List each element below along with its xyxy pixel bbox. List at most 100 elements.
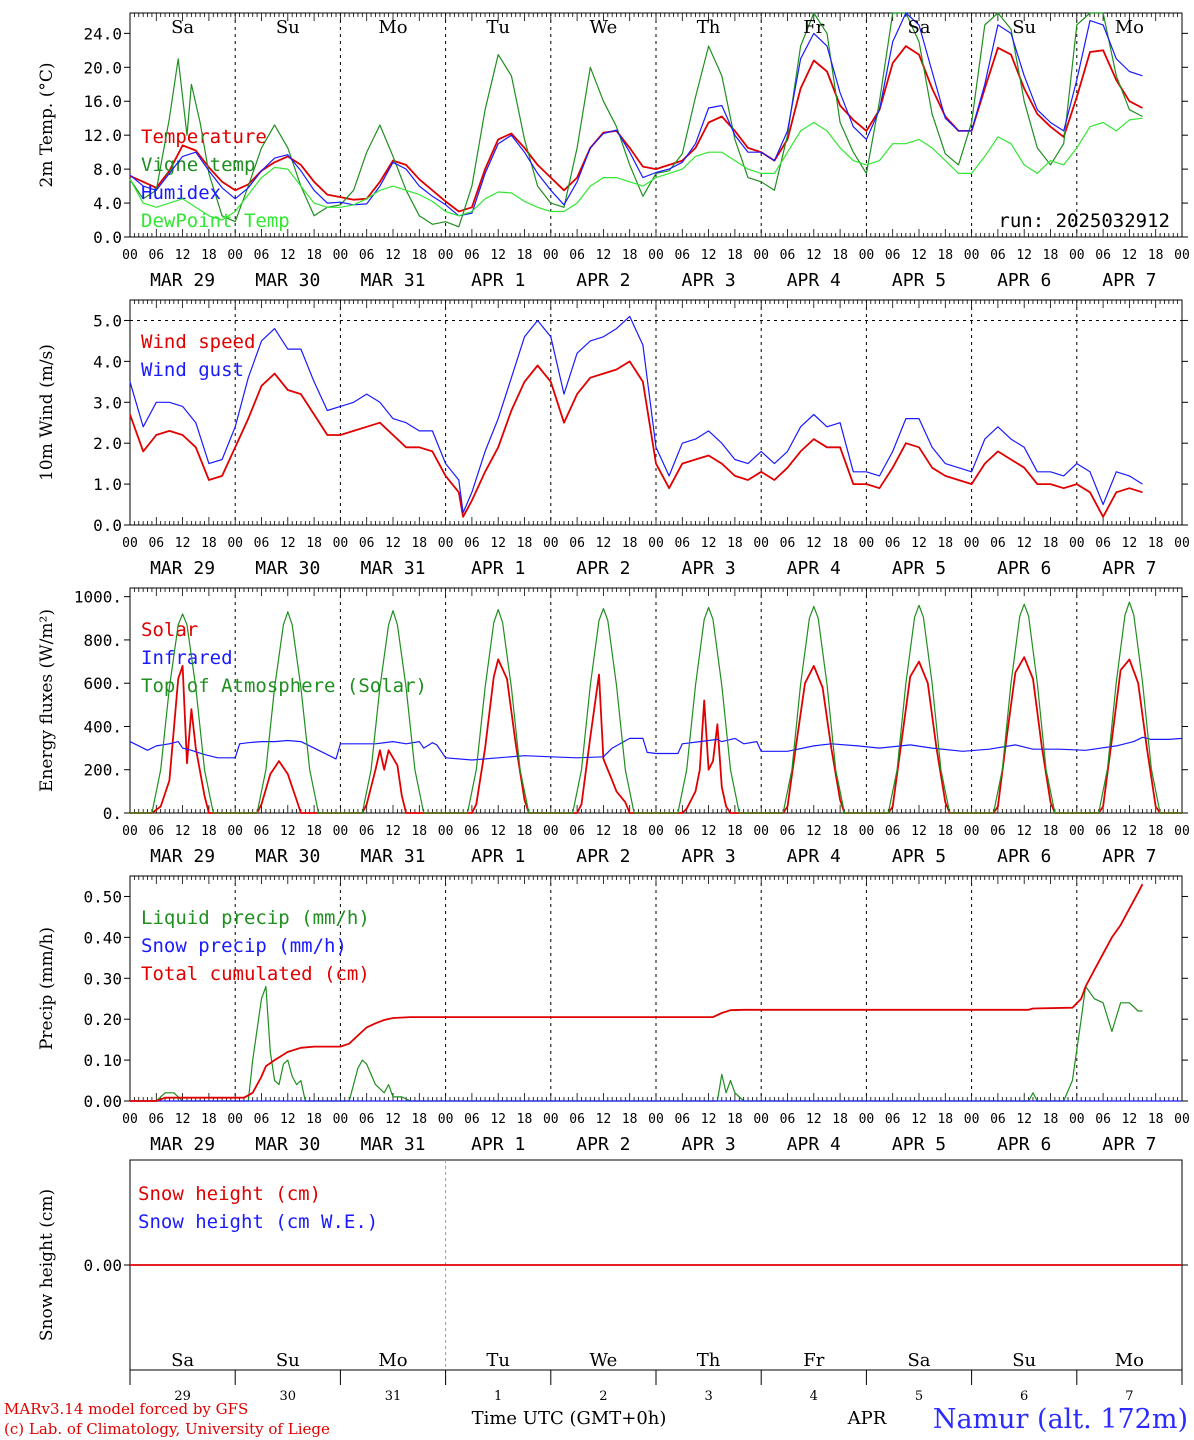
- day-label: Fr: [803, 1350, 824, 1371]
- hour-label: 00: [333, 1112, 349, 1127]
- date-label: APR 6: [997, 846, 1051, 867]
- legend-precip-1: Snow precip (mm/h): [141, 935, 347, 957]
- hour-label: 12: [1016, 1112, 1032, 1127]
- day-label: Su: [276, 1350, 300, 1371]
- hour-label: 00: [1174, 824, 1190, 839]
- hour-label: 00: [438, 824, 454, 839]
- y-tick-label: 1000.: [74, 588, 122, 607]
- hour-label: 18: [832, 536, 848, 551]
- y-tick-label: 5.0: [93, 311, 122, 330]
- series-energy-2: [130, 601, 1182, 814]
- series-wind-0: [129, 360, 1143, 518]
- day-number: 5: [915, 1389, 923, 1404]
- hour-label: 12: [596, 1112, 612, 1127]
- hour-label: 18: [727, 824, 743, 839]
- hour-label: 18: [622, 248, 638, 263]
- date-label: MAR 30: [255, 558, 320, 579]
- hour-label: 18: [937, 1112, 953, 1127]
- hour-label: 06: [148, 536, 164, 551]
- date-label: MAR 30: [255, 270, 320, 291]
- y-axis-label: 2m Temp. (°C): [37, 62, 57, 187]
- date-label: APR 7: [1102, 558, 1156, 579]
- hour-label: 12: [911, 248, 927, 263]
- hour-label: 00: [122, 824, 138, 839]
- date-label: APR 4: [787, 270, 841, 291]
- day-number: 1: [494, 1389, 502, 1404]
- date-label: APR 4: [787, 558, 841, 579]
- day-label: Tu: [486, 17, 510, 38]
- day-label: Mo: [1115, 1350, 1144, 1371]
- hour-label: 18: [411, 536, 427, 551]
- date-label: MAR 31: [360, 270, 425, 291]
- hour-label: 00: [227, 824, 243, 839]
- hour-label: 00: [333, 248, 349, 263]
- legend-energy-2: Top of Atmosphere (Solar): [141, 675, 427, 697]
- hour-label: 18: [832, 1112, 848, 1127]
- hour-label: 12: [1016, 248, 1032, 263]
- hour-label: 12: [385, 1112, 401, 1127]
- hour-label: 18: [937, 536, 953, 551]
- hour-label: 06: [359, 536, 375, 551]
- hour-label: 12: [385, 824, 401, 839]
- day-label: We: [590, 17, 618, 38]
- hour-label: 18: [201, 248, 217, 263]
- y-tick-label: 0.00: [83, 1256, 122, 1275]
- hour-label: 00: [1174, 248, 1190, 263]
- date-label: APR 3: [682, 846, 736, 867]
- y-axis-label: Precip (mm/h): [37, 927, 57, 1050]
- credit-line-2: (c) Lab. of Climatology, University of L…: [4, 1420, 330, 1438]
- hour-label: 18: [411, 1112, 427, 1127]
- legend-temp-3: DewPoint Temp: [141, 210, 290, 232]
- legend-temp-1: Vigne temp: [141, 154, 255, 176]
- hour-label: 00: [438, 248, 454, 263]
- date-label: APR 1: [471, 270, 525, 291]
- hour-label: 12: [280, 824, 296, 839]
- hour-label: 18: [622, 1112, 638, 1127]
- day-label: Fr: [803, 17, 824, 38]
- legend-temp-0: Temperature: [141, 126, 267, 148]
- date-label: APR 5: [892, 558, 946, 579]
- hour-label: 18: [411, 248, 427, 263]
- legend-wind-0: Wind speed: [141, 331, 255, 353]
- y-tick-label: 0.0: [93, 516, 122, 535]
- hour-label: 12: [1122, 536, 1138, 551]
- date-label: APR 7: [1102, 1134, 1156, 1155]
- hour-label: 18: [727, 1112, 743, 1127]
- day-label: Mo: [378, 17, 407, 38]
- hour-label: 00: [438, 536, 454, 551]
- hour-label: 06: [885, 536, 901, 551]
- day-label: Sa: [171, 17, 194, 38]
- series-energy-0: [130, 656, 1182, 814]
- date-label: APR 7: [1102, 846, 1156, 867]
- hour-label: 12: [175, 536, 191, 551]
- hour-label: 12: [1122, 1112, 1138, 1127]
- hour-label: 06: [990, 536, 1006, 551]
- hour-label: 18: [1043, 536, 1059, 551]
- hour-label: 18: [1043, 824, 1059, 839]
- hour-label: 06: [148, 248, 164, 263]
- series-precip-2: [130, 883, 1144, 1102]
- hour-label: 06: [990, 824, 1006, 839]
- hour-label: 12: [806, 536, 822, 551]
- day-label: Sa: [907, 17, 930, 38]
- hour-label: 00: [964, 536, 980, 551]
- day-number: 4: [810, 1389, 818, 1404]
- hour-label: 18: [1148, 536, 1164, 551]
- hour-label: 12: [490, 824, 506, 839]
- station-name: Namur (alt. 172m): [933, 1404, 1188, 1435]
- hour-label: 18: [622, 536, 638, 551]
- hour-label: 18: [201, 824, 217, 839]
- panel-snow: 0.00 Snow height (cm) Snow height (cm) Snow…: [37, 1159, 1188, 1385]
- hour-label: 00: [333, 536, 349, 551]
- hour-label: 06: [569, 1112, 585, 1127]
- hour-label: 00: [648, 824, 664, 839]
- series-precip-0: [130, 985, 1143, 1102]
- hour-label: 18: [1148, 248, 1164, 263]
- date-label: APR 6: [997, 270, 1051, 291]
- hour-label: 12: [490, 1112, 506, 1127]
- y-tick-label: 0.40: [83, 928, 122, 947]
- hour-label: 06: [1095, 1112, 1111, 1127]
- hour-label: 18: [306, 248, 322, 263]
- y-tick-label: 200.: [83, 761, 122, 780]
- hour-label: 12: [701, 824, 717, 839]
